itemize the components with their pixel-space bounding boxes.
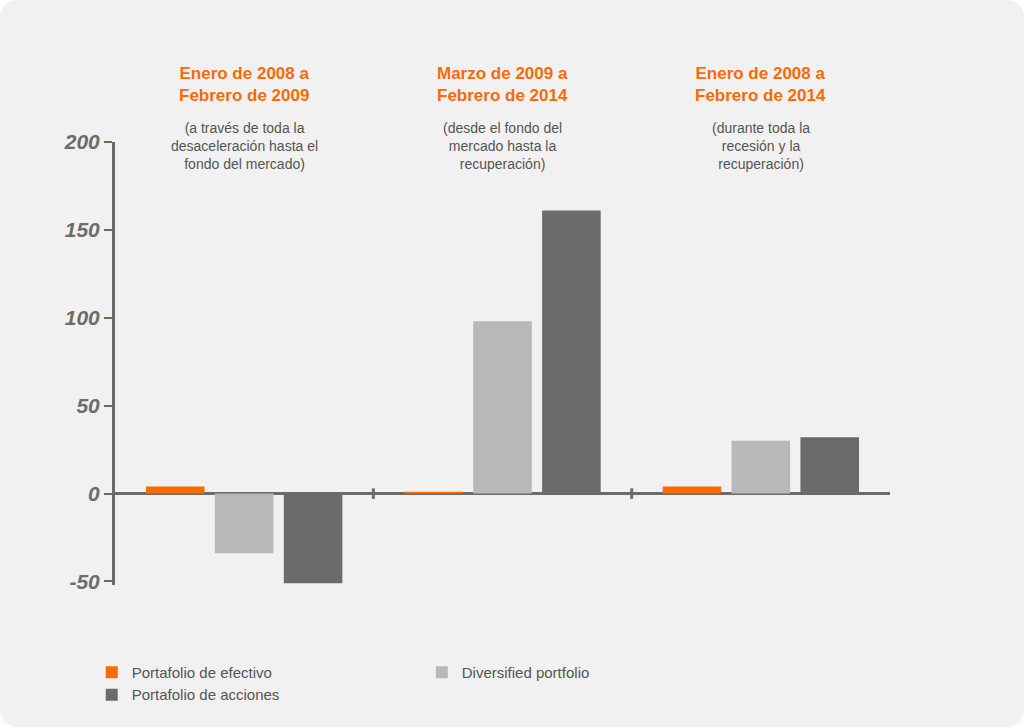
- svg-text:(desde el fondo delmercado has: (desde el fondo delmercado hasta larecup…: [443, 120, 562, 172]
- svg-text:100: 100: [65, 306, 100, 329]
- svg-text:Diversified portfolio: Diversified portfolio: [462, 664, 590, 681]
- svg-text:Marzo de 2009 aFebrero de 2014: Marzo de 2009 aFebrero de 2014: [437, 64, 568, 105]
- svg-text:50: 50: [76, 394, 100, 417]
- svg-text:0: 0: [88, 482, 100, 505]
- svg-text:Enero de 2008 aFebrero de 2009: Enero de 2008 aFebrero de 2009: [179, 64, 309, 105]
- svg-text:150: 150: [65, 218, 100, 241]
- svg-text:Enero de 2008 aFebrero de 2014: Enero de 2008 aFebrero de 2014: [695, 64, 826, 105]
- svg-text:(a través de toda ladesacelera: (a través de toda ladesaceleración hasta…: [171, 120, 318, 172]
- svg-text:Portafolio de efectivo: Portafolio de efectivo: [132, 664, 272, 681]
- svg-text:200: 200: [64, 130, 100, 153]
- svg-text:(durante toda larecesión y lar: (durante toda larecesión y larecuperació…: [712, 120, 810, 172]
- svg-text:Portafolio de acciones: Portafolio de acciones: [132, 686, 280, 703]
- svg-text:-50: -50: [69, 570, 100, 593]
